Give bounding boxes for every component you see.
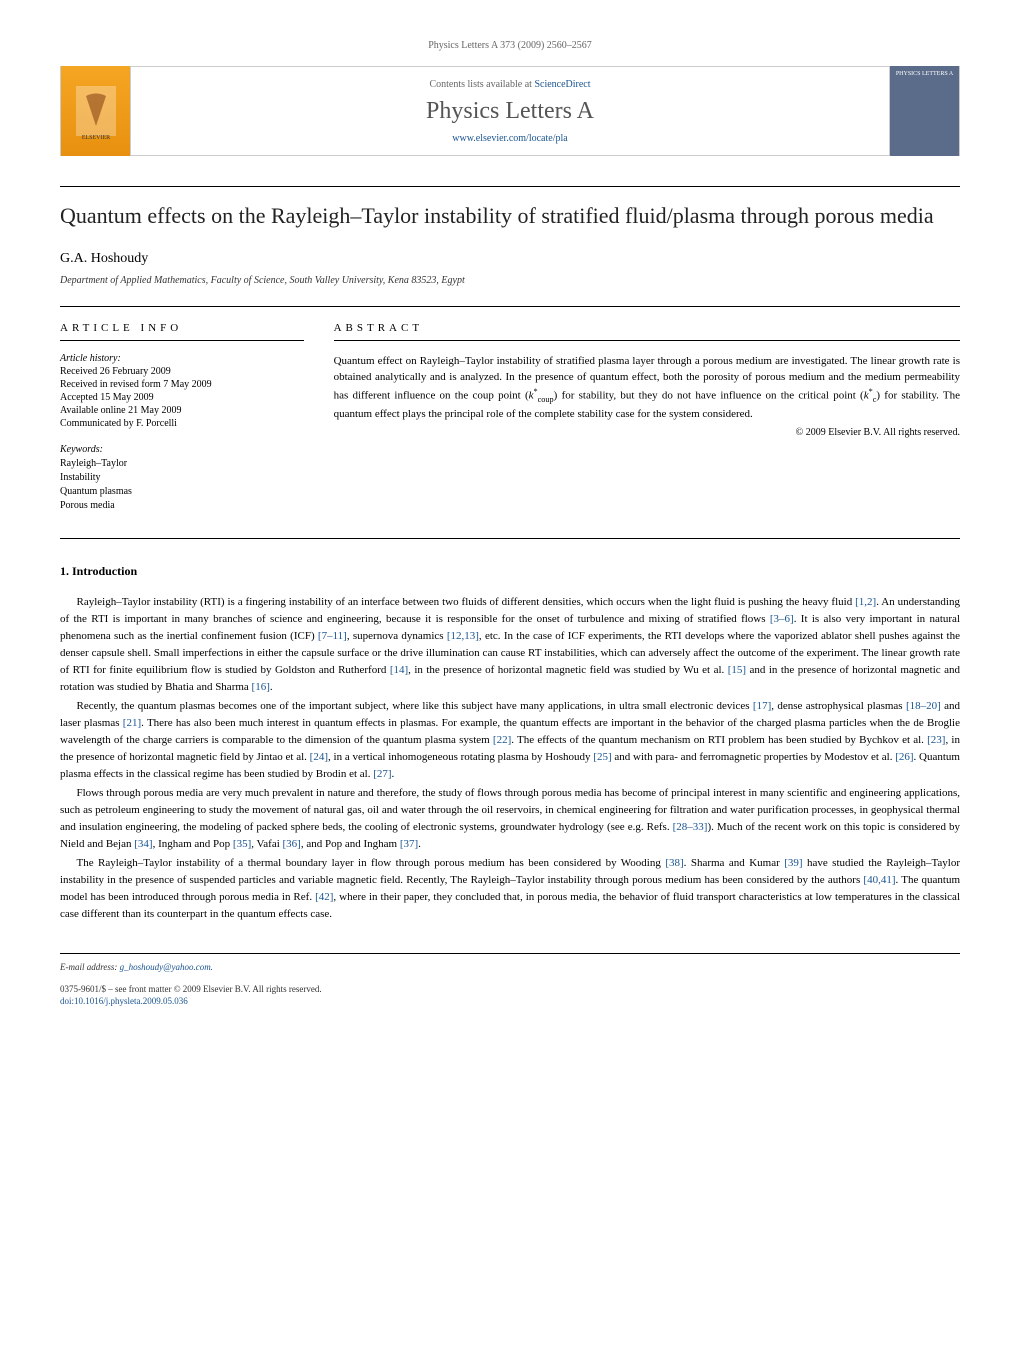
abstract-label: ABSTRACT — [334, 322, 960, 341]
divider — [60, 538, 960, 539]
body-paragraph: The Rayleigh–Taylor instability of a the… — [60, 855, 960, 923]
body-paragraph: Rayleigh–Taylor instability (RTI) is a f… — [60, 594, 960, 696]
abstract-text: Quantum effect on Rayleigh–Taylor instab… — [334, 353, 960, 423]
keyword: Porous media — [60, 499, 304, 513]
body-paragraph: Flows through porous media are very much… — [60, 785, 960, 853]
keyword: Quantum plasmas — [60, 485, 304, 499]
journal-cover-thumbnail: PHYSICS LETTERS A — [889, 66, 959, 156]
article-info-label: ARTICLE INFO — [60, 322, 304, 341]
svg-text:ELSEVIER: ELSEVIER — [81, 135, 109, 141]
history-item: Received 26 February 2009 — [60, 366, 304, 377]
article-title: Quantum effects on the Rayleigh–Taylor i… — [60, 202, 960, 231]
history-item: Received in revised form 7 May 2009 — [60, 379, 304, 390]
divider — [60, 186, 960, 187]
info-abstract-row: ARTICLE INFO Article history: Received 2… — [60, 306, 960, 513]
sciencedirect-link[interactable]: ScienceDirect — [534, 79, 590, 90]
abstract-column: ABSTRACT Quantum effect on Rayleigh–Tayl… — [334, 322, 960, 513]
author-email-link[interactable]: g_hoshoudy@yahoo.com. — [120, 962, 213, 972]
journal-banner: ELSEVIER Contents lists available at Sci… — [60, 66, 960, 156]
history-item: Available online 21 May 2009 — [60, 405, 304, 416]
keyword: Rayleigh–Taylor — [60, 457, 304, 471]
body-paragraph: Recently, the quantum plasmas becomes on… — [60, 698, 960, 783]
article-info-column: ARTICLE INFO Article history: Received 2… — [60, 322, 304, 513]
footer-doi[interactable]: doi:10.1016/j.physleta.2009.05.036 — [60, 996, 960, 1006]
history-item: Communicated by F. Porcelli — [60, 418, 304, 429]
header-citation: Physics Letters A 373 (2009) 2560–2567 — [60, 40, 960, 51]
history-item: Accepted 15 May 2009 — [60, 392, 304, 403]
author-name: G.A. Hoshoudy — [60, 251, 960, 267]
keywords-label: Keywords: — [60, 444, 304, 455]
footer-issn: 0375-9601/$ – see front matter © 2009 El… — [60, 984, 960, 994]
contents-available-line: Contents lists available at ScienceDirec… — [141, 79, 879, 90]
section-heading-intro: 1. Introduction — [60, 564, 960, 579]
abstract-copyright: © 2009 Elsevier B.V. All rights reserved… — [334, 427, 960, 438]
banner-center: Contents lists available at ScienceDirec… — [131, 69, 889, 154]
history-label: Article history: — [60, 353, 304, 364]
journal-homepage-link[interactable]: www.elsevier.com/locate/pla — [141, 133, 879, 144]
author-affiliation: Department of Applied Mathematics, Facul… — [60, 275, 960, 286]
journal-name: Physics Letters A — [141, 98, 879, 125]
keyword: Instability — [60, 471, 304, 485]
footer-email-line: E-mail address: g_hoshoudy@yahoo.com. — [60, 962, 960, 972]
elsevier-logo: ELSEVIER — [61, 66, 131, 156]
page-footer: E-mail address: g_hoshoudy@yahoo.com. 03… — [60, 953, 960, 1006]
